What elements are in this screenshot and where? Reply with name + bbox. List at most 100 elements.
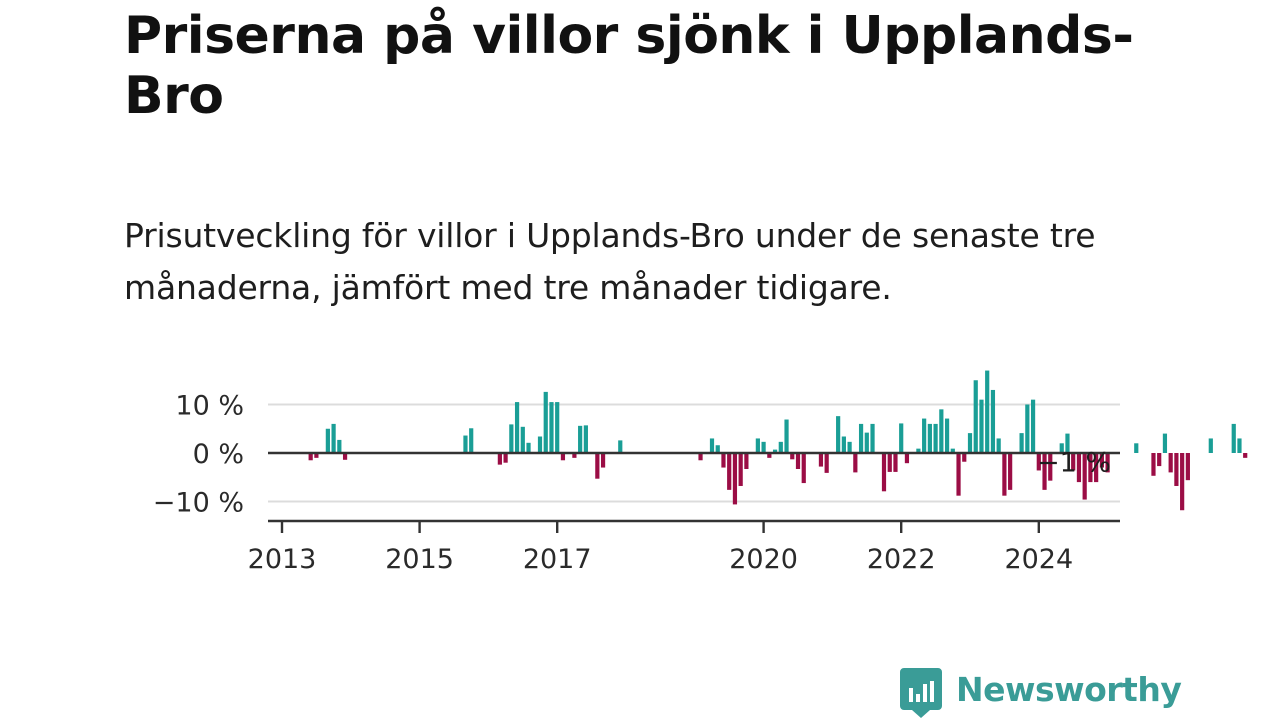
chart-bar [618,440,623,453]
chart-bar [836,416,841,453]
chart-bar [893,453,898,472]
x-axis-labels: 2013 2015 2017 2020 2022 2024 [248,544,1074,575]
chart-bar [1042,453,1047,490]
chart-bar [801,453,806,484]
chart-bar [600,453,606,468]
x-tick-label: 2022 [867,544,936,575]
chart-bar [727,453,732,490]
chart-bar [331,423,336,453]
chart-bar [1065,433,1070,453]
chart-bar [1174,453,1179,486]
chart-bar [1168,453,1173,473]
chart-bar [847,441,852,453]
chart-bar [944,418,950,453]
chart-bar [721,453,726,468]
chart-bar [526,442,531,453]
chart-bar [572,453,577,458]
chart-bar [732,453,738,505]
chart-bar [1237,438,1242,453]
chart-bar [927,423,932,453]
chart-bar [1030,399,1036,453]
chart-bar [887,453,892,472]
chart-bar [595,453,600,479]
chart-bar [973,380,978,453]
chart-bar [1157,453,1162,467]
chart-bar [549,402,554,453]
chart-bar [818,453,824,467]
chart-bar [933,423,938,453]
x-tick-label: 2017 [523,544,592,575]
chart-bar [922,418,927,453]
chart-bar [784,419,789,453]
chart-bar [772,449,778,453]
chart-bar [1071,453,1076,471]
chart-bar [509,424,514,453]
chart-bar [1082,453,1087,500]
chart-axes [268,451,1120,533]
chart-bar [1008,453,1013,490]
y-tick-label: −10 % [153,488,244,519]
chart-bar [698,453,703,461]
chart-bar [795,453,801,469]
chart-bar [967,433,973,453]
chart-bar [996,438,1001,453]
chart-bars [308,370,1248,511]
y-tick-label: 10 % [175,391,244,422]
chart-bar [709,438,715,453]
chart-bar [514,402,520,453]
chart-bar [583,425,588,453]
chart-bar [342,453,348,460]
chart-bar [715,445,720,453]
chart-bar [904,453,910,464]
y-axis-labels: 10 % 0 % −10 % [153,391,244,519]
chart-bar [578,425,583,453]
chart-bar [1180,453,1185,511]
chart-bar [985,370,990,453]
chart-bar [1019,433,1024,453]
chart-bar [916,448,921,453]
page-title: Priserna på villor sjönk i Upplands-Bro [124,6,1134,126]
chart-bar [939,409,944,453]
chart-bar [543,391,548,453]
chart-bar [560,453,566,461]
chart-bar [555,402,560,453]
chart-bar [962,453,967,462]
chart-bar [761,441,766,453]
chart-bar [899,423,904,453]
chart-bar [738,453,743,486]
newsworthy-logo-icon [900,668,942,718]
chart-bar [824,453,829,473]
chart-bar [325,428,330,453]
chart-bar [1208,438,1213,453]
chart-bar [950,448,955,453]
chart-bar [1025,404,1030,453]
chart-bar [1185,453,1190,481]
chart-bar [841,436,846,453]
chart-bar [744,453,749,469]
chart-bar [520,426,525,453]
chart-bar [1151,453,1156,476]
chart-bar [308,453,313,461]
chart-annotations: −1 % [1037,447,1111,478]
chart-bar [1088,453,1093,483]
chart-bar [1059,443,1064,453]
chart-bar [1162,433,1168,453]
chart-bar [469,428,474,453]
chart-bar [767,453,772,458]
chart-bar [881,453,887,492]
x-tick-label: 2024 [1004,544,1073,575]
y-tick-label: 0 % [193,439,244,470]
newsworthy-logo[interactable]: Newsworthy [900,668,1182,720]
chart-bar [1099,453,1104,468]
x-tick-label: 2020 [729,544,798,575]
chart-bar [1094,453,1099,483]
chart-bar [1076,453,1082,483]
x-tick-label: 2013 [248,544,317,575]
chart-bar [1036,453,1041,471]
x-tick-label: 2015 [385,544,454,575]
chart-bar [337,439,342,453]
chart-bar [314,453,319,458]
chart-bar [1048,453,1053,481]
chart-bar [1105,453,1110,473]
chart-bar [1134,443,1139,453]
